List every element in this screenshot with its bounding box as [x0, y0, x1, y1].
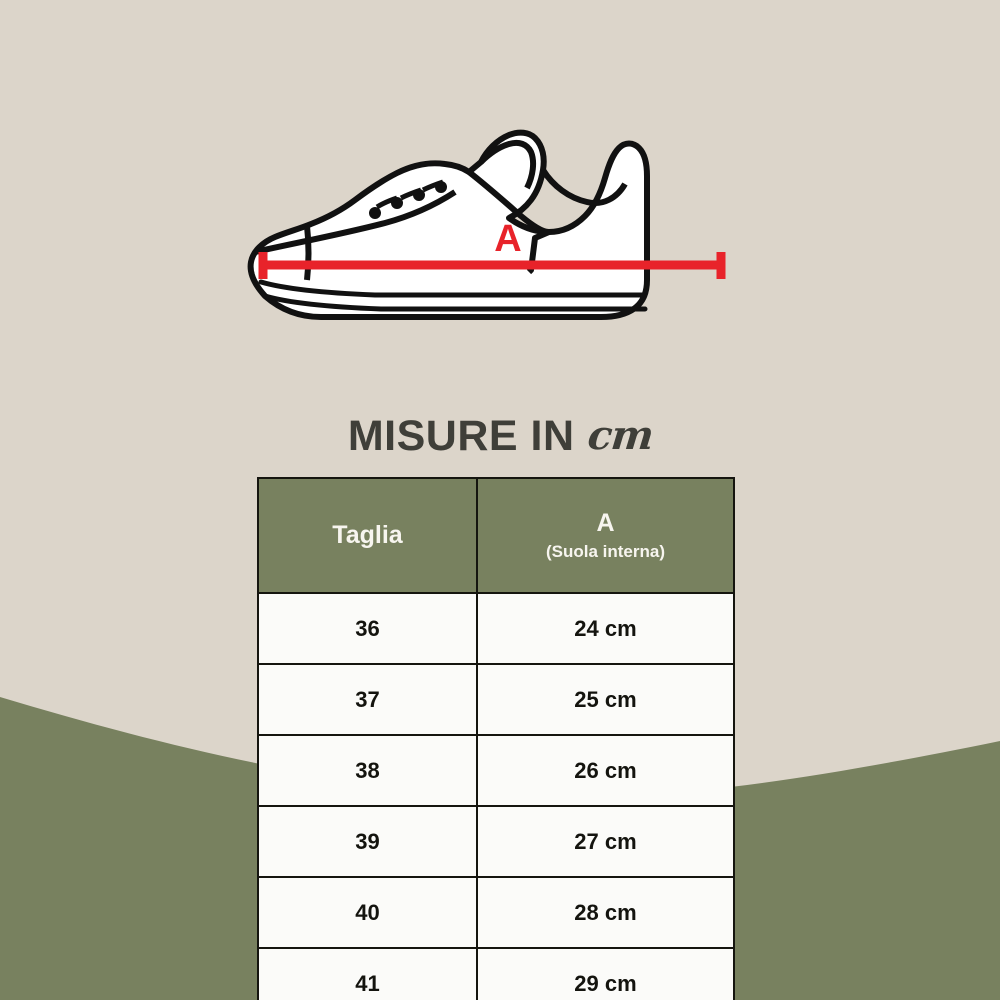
cell-size: 37	[257, 663, 478, 736]
cell-size: 38	[257, 734, 478, 807]
sole-stripe-lower	[262, 293, 648, 312]
cell-size: 39	[257, 805, 478, 878]
page-title-main: MISURE IN	[347, 411, 575, 460]
eyelet-1	[369, 207, 381, 219]
column-header-length-label: A	[596, 508, 615, 537]
measurement-line-a	[258, 252, 726, 279]
sole-stripe-upper	[258, 279, 648, 298]
column-header-length: A (Suola interna)	[476, 477, 735, 594]
table-row: 37 25 cm	[257, 663, 735, 736]
size-chart-table: Taglia A (Suola interna) 36 24 cm 37 25 …	[257, 477, 735, 1000]
cell-size: 36	[257, 592, 478, 665]
table-row: 41 29 cm	[257, 947, 735, 1000]
table-row: 39 27 cm	[257, 805, 735, 878]
cell-length: 28 cm	[476, 876, 735, 949]
heel-collar-seam	[540, 168, 628, 206]
shoe-outer-silhouette	[247, 129, 650, 320]
table-row: 38 26 cm	[257, 734, 735, 807]
column-header-size-label: Taglia	[332, 521, 403, 550]
toe-cap-seam	[304, 225, 312, 281]
table-header-row: Taglia A (Suola interna)	[257, 477, 735, 594]
measure-label-a: A	[494, 218, 521, 260]
cell-length: 29 cm	[476, 947, 735, 1000]
table-row: 40 28 cm	[257, 876, 735, 949]
column-header-size: Taglia	[257, 477, 478, 594]
vamp-seam	[254, 189, 457, 255]
shoe-body-group	[247, 129, 650, 320]
cell-size: 41	[257, 947, 478, 1000]
sneaker-illustration: A	[247, 129, 726, 320]
cell-length: 26 cm	[476, 734, 735, 807]
cell-size: 40	[257, 876, 478, 949]
column-header-length-sublabel: (Suola interna)	[545, 541, 665, 561]
lace-3	[421, 179, 444, 193]
lace-2	[399, 187, 422, 201]
table-row: 36 24 cm	[257, 592, 735, 665]
table-body: 36 24 cm 37 25 cm 38 26 cm 39 27 cm 40 2…	[257, 592, 735, 1000]
cell-length: 27 cm	[476, 805, 735, 878]
quarter-panel-seam	[467, 169, 552, 275]
table-header: Taglia A (Suola interna)	[257, 477, 735, 594]
page-title-unit: cm	[585, 412, 655, 459]
cell-length: 24 cm	[476, 592, 735, 665]
page-title: MISURE IN cm	[0, 405, 1000, 467]
lace-1	[375, 195, 398, 210]
cell-length: 25 cm	[476, 663, 735, 736]
tongue-seam	[478, 139, 537, 190]
